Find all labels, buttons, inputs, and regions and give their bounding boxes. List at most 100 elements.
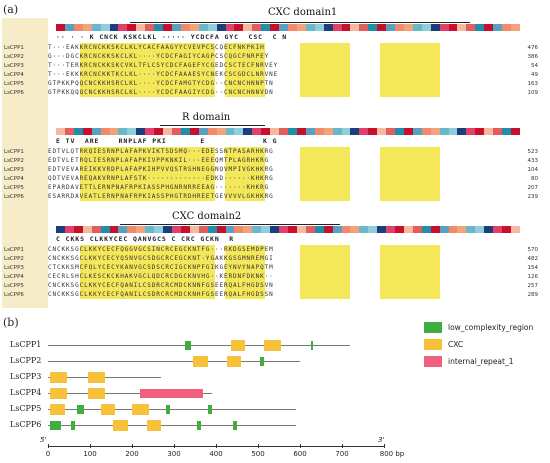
conservation-cell bbox=[64, 226, 74, 233]
sequence-position: 80 bbox=[531, 175, 538, 182]
conservation-cell bbox=[421, 128, 431, 135]
conservation-cell bbox=[243, 226, 253, 233]
sequence-residues: EPARDAVETTLERNPNAFRPKIASSPHGNRNRREEAG···… bbox=[48, 184, 270, 191]
sequence-name: LsCPP5 bbox=[4, 184, 24, 191]
conservation-cell bbox=[403, 128, 413, 135]
conservation-cell bbox=[64, 24, 74, 31]
sequence-row: LsCPP2 G···DGCKRCNCKKSKCLKL····YCDCFAGIYC… bbox=[2, 52, 542, 61]
conservation-cell bbox=[350, 24, 360, 31]
conservation-cell bbox=[511, 226, 520, 233]
conservation-cell bbox=[350, 128, 360, 135]
legend-label: low_complexity_region bbox=[448, 323, 534, 332]
conservation-cell bbox=[403, 24, 413, 31]
panel-a-label: (a) bbox=[3, 3, 19, 16]
conservation-cell bbox=[305, 226, 315, 233]
conservation-cell bbox=[73, 226, 83, 233]
conservation-cell bbox=[73, 128, 83, 135]
cxc-domain bbox=[132, 404, 149, 415]
low-complexity-region bbox=[310, 341, 314, 350]
axis-tick-label: 800 bp bbox=[379, 450, 405, 458]
conserved-highlight bbox=[160, 245, 215, 299]
conservation-cell bbox=[475, 24, 485, 31]
conserved-highlight bbox=[80, 245, 160, 299]
conserved-highlight bbox=[380, 245, 440, 299]
cxc-domain bbox=[230, 340, 246, 351]
cxc-domain bbox=[264, 340, 282, 351]
conservation-cell bbox=[180, 128, 190, 135]
conservation-cell bbox=[448, 226, 458, 233]
sequence-name: LsCPP2 bbox=[4, 53, 24, 60]
conservation-cell bbox=[368, 226, 378, 233]
conservation-cell bbox=[145, 226, 155, 233]
conservation-cell bbox=[56, 24, 65, 31]
sequence-residues: T···TERKRCNCKKSKCVKLTFLCSYCDCFAGEFYCGEDC… bbox=[48, 62, 279, 69]
conservation-cell bbox=[82, 128, 92, 135]
name-column-bg bbox=[2, 18, 48, 308]
conservation-cell bbox=[332, 226, 342, 233]
axis-tick-label: 600 bbox=[293, 450, 307, 458]
sequence-row: LsCPP4 QDTVEVAREQAKVRNPLAFSTK············… bbox=[2, 174, 542, 183]
protein-backbone bbox=[48, 361, 300, 362]
conservation-cell bbox=[296, 128, 306, 135]
cxc-domain bbox=[192, 356, 208, 367]
sequence-residues: G···DGCKRCNCKKSKCLKL····YCDCFAGIYCAGPCSC… bbox=[48, 53, 270, 60]
conservation-cell bbox=[305, 24, 315, 31]
conservation-cell bbox=[421, 226, 431, 233]
low-complexity-region bbox=[184, 341, 191, 350]
conserved-highlight bbox=[380, 43, 440, 97]
conservation-cell bbox=[216, 24, 226, 31]
conservation-cell bbox=[466, 128, 476, 135]
sequence-residues: GTPKKPQQCNCKKHSRCLKL····YCDCFAMGTYCDG··C… bbox=[48, 80, 274, 87]
conservation-cell bbox=[234, 226, 244, 233]
conserved-highlight bbox=[225, 147, 265, 201]
conservation-cell bbox=[127, 226, 137, 233]
conservation-cell bbox=[323, 24, 333, 31]
conservation-cell bbox=[145, 24, 155, 31]
conservation-cell bbox=[430, 128, 440, 135]
sequence-position: 49 bbox=[531, 71, 538, 78]
conserved-highlight bbox=[300, 43, 350, 97]
protein-name: LsCPP6 bbox=[10, 420, 42, 429]
conservation-cell bbox=[225, 128, 235, 135]
conservation-cell bbox=[136, 226, 146, 233]
sequence-row: LsCPP2 EDTVLETRQLIESRNPLAFAPKIVPPKNKIL···… bbox=[2, 156, 542, 165]
axis-tick-label: 200 bbox=[125, 450, 139, 458]
conservation-cell bbox=[270, 128, 280, 135]
conservation-cell bbox=[109, 24, 119, 31]
protein-name: LsCPP4 bbox=[10, 388, 42, 397]
conservation-cell bbox=[261, 226, 271, 233]
conservation-cell bbox=[91, 128, 101, 135]
conservation-cell bbox=[189, 24, 199, 31]
conservation-cell bbox=[314, 128, 324, 135]
conservation-cell bbox=[368, 128, 378, 135]
axis-5prime-label: 5' bbox=[40, 436, 47, 444]
protein-name: LsCPP5 bbox=[10, 404, 42, 413]
protein-name: LsCPP3 bbox=[10, 372, 42, 381]
conservation-cell bbox=[270, 226, 280, 233]
conservation-cell bbox=[484, 226, 494, 233]
sequence-residues: CNCKKSGCLKKYCECFQANILCSDRCRCMDCKNHFGSEER… bbox=[48, 291, 274, 298]
conservation-cell bbox=[261, 24, 271, 31]
conserved-highlight bbox=[300, 147, 350, 201]
conservation-cell bbox=[109, 128, 119, 135]
sequence-name: LsCPP6 bbox=[4, 291, 24, 298]
conservation-cell bbox=[395, 128, 404, 135]
conservation-cell bbox=[484, 128, 494, 135]
conserved-highlight bbox=[225, 245, 265, 299]
sequence-row: LsCPP6 ESARRDAVEATLERNPNAFRPKIASSPHGTRDHR… bbox=[2, 192, 542, 201]
conservation-cell bbox=[377, 24, 387, 31]
conservation-cell bbox=[502, 24, 512, 31]
axis-tick bbox=[258, 444, 259, 448]
conservation-cell bbox=[127, 128, 137, 135]
conservation-cell bbox=[448, 24, 458, 31]
cxc-domain bbox=[226, 356, 242, 367]
sequence-row: LsCPP3 T···TERKRCNCKKSKCVKLTFLCSYCDCFAGEF… bbox=[2, 61, 542, 70]
axis-tick-label: 500 bbox=[251, 450, 265, 458]
axis-tick-label: 300 bbox=[167, 450, 181, 458]
axis-tick bbox=[342, 444, 343, 448]
conservation-cell bbox=[412, 226, 422, 233]
cxc-domain bbox=[50, 388, 67, 399]
conservation-cell bbox=[314, 226, 324, 233]
sequence-name: LsCPP3 bbox=[4, 264, 24, 271]
conservation-cell bbox=[136, 128, 146, 135]
